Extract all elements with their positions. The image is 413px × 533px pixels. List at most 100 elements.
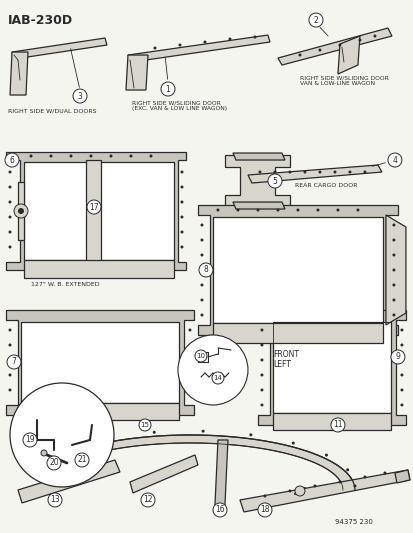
Circle shape xyxy=(313,484,316,488)
Polygon shape xyxy=(212,323,382,343)
Circle shape xyxy=(358,38,361,42)
Circle shape xyxy=(200,223,203,227)
Circle shape xyxy=(363,171,366,174)
Text: 13: 13 xyxy=(50,496,59,504)
Circle shape xyxy=(291,441,294,445)
Circle shape xyxy=(294,486,304,496)
Polygon shape xyxy=(21,403,178,420)
Text: 7: 7 xyxy=(12,358,17,367)
Circle shape xyxy=(109,155,112,158)
Circle shape xyxy=(29,155,32,158)
Circle shape xyxy=(180,171,183,174)
Polygon shape xyxy=(272,322,390,413)
Circle shape xyxy=(9,328,12,332)
Polygon shape xyxy=(197,205,397,335)
Circle shape xyxy=(9,246,12,248)
Polygon shape xyxy=(130,455,197,493)
Circle shape xyxy=(399,359,402,361)
Circle shape xyxy=(58,473,62,477)
Circle shape xyxy=(188,343,191,346)
Circle shape xyxy=(318,49,320,52)
Circle shape xyxy=(253,36,256,38)
Circle shape xyxy=(161,82,175,96)
Circle shape xyxy=(9,215,12,219)
Circle shape xyxy=(139,419,151,431)
Polygon shape xyxy=(212,217,382,323)
Polygon shape xyxy=(233,153,284,160)
Circle shape xyxy=(249,433,252,437)
Circle shape xyxy=(47,456,61,470)
Circle shape xyxy=(260,403,263,407)
Circle shape xyxy=(188,328,191,332)
Circle shape xyxy=(373,35,375,37)
Circle shape xyxy=(338,44,341,46)
Circle shape xyxy=(257,503,271,517)
Text: 5: 5 xyxy=(272,176,277,185)
Circle shape xyxy=(336,208,339,212)
Circle shape xyxy=(392,313,394,317)
Text: 8: 8 xyxy=(203,265,208,274)
Polygon shape xyxy=(10,52,28,95)
Circle shape xyxy=(98,464,101,466)
Circle shape xyxy=(200,298,203,302)
Circle shape xyxy=(353,484,356,488)
Polygon shape xyxy=(86,160,101,262)
Circle shape xyxy=(200,284,203,287)
Circle shape xyxy=(387,153,401,167)
Circle shape xyxy=(18,208,24,214)
Circle shape xyxy=(188,359,191,361)
Text: 18: 18 xyxy=(260,505,269,514)
Text: 2: 2 xyxy=(313,15,318,25)
Circle shape xyxy=(23,433,37,447)
Circle shape xyxy=(9,185,12,189)
Circle shape xyxy=(129,155,132,158)
Circle shape xyxy=(276,208,279,212)
Circle shape xyxy=(263,495,266,497)
Circle shape xyxy=(201,430,204,433)
Polygon shape xyxy=(233,202,284,209)
Circle shape xyxy=(78,469,81,472)
Text: 15: 15 xyxy=(140,422,149,428)
Circle shape xyxy=(73,89,87,103)
Circle shape xyxy=(200,254,203,256)
Text: 127" W. B. EXTENDED: 127" W. B. EXTENDED xyxy=(31,282,100,287)
Circle shape xyxy=(324,454,327,457)
Circle shape xyxy=(199,263,212,277)
Circle shape xyxy=(9,343,12,346)
Text: REAR CARGO DOOR: REAR CARGO DOOR xyxy=(294,183,356,188)
Circle shape xyxy=(211,372,223,384)
Polygon shape xyxy=(394,470,409,483)
Circle shape xyxy=(308,13,322,27)
Circle shape xyxy=(180,230,183,233)
Text: 127" W. B.: 127" W. B. xyxy=(297,345,330,350)
Circle shape xyxy=(9,389,12,391)
Circle shape xyxy=(14,204,28,218)
Circle shape xyxy=(195,350,206,362)
Circle shape xyxy=(382,472,385,474)
Circle shape xyxy=(260,359,263,361)
Circle shape xyxy=(200,238,203,241)
Circle shape xyxy=(392,223,394,227)
Circle shape xyxy=(392,298,394,302)
Polygon shape xyxy=(337,36,359,74)
Circle shape xyxy=(48,493,62,507)
Circle shape xyxy=(9,230,12,233)
Circle shape xyxy=(153,46,156,50)
Circle shape xyxy=(390,350,404,364)
Circle shape xyxy=(356,208,358,212)
Polygon shape xyxy=(128,35,269,62)
Polygon shape xyxy=(385,215,405,325)
Circle shape xyxy=(260,374,263,376)
Circle shape xyxy=(180,185,183,189)
Circle shape xyxy=(38,479,41,481)
Polygon shape xyxy=(24,260,173,278)
Text: 9: 9 xyxy=(394,352,399,361)
Text: FRONT
LEFT: FRONT LEFT xyxy=(272,350,298,369)
Circle shape xyxy=(296,208,299,212)
Circle shape xyxy=(288,489,291,492)
Circle shape xyxy=(180,200,183,204)
Circle shape xyxy=(180,215,183,219)
Polygon shape xyxy=(257,310,405,425)
Circle shape xyxy=(392,284,394,287)
Circle shape xyxy=(178,44,181,46)
